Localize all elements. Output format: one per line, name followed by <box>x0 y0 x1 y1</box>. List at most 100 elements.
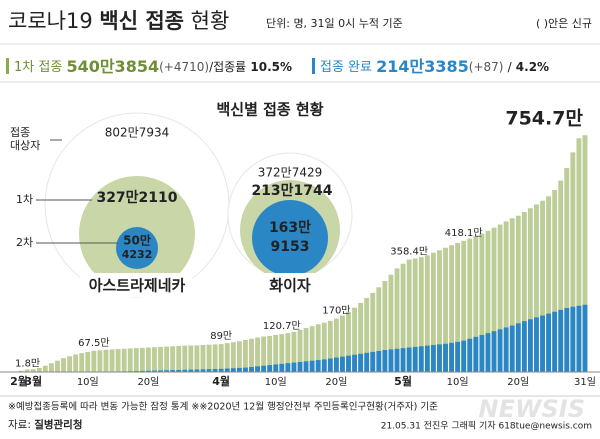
value-label: 170만 <box>322 305 350 317</box>
marker <box>6 58 9 74</box>
bar <box>249 338 254 372</box>
x-tick-label: 20일 <box>507 376 529 388</box>
bar <box>243 367 248 372</box>
bar <box>200 369 206 372</box>
bar <box>303 361 309 372</box>
bar <box>133 348 139 372</box>
bar <box>267 365 273 372</box>
stat-rate: 4.2% <box>516 60 549 74</box>
bar <box>309 360 315 372</box>
bar <box>340 356 345 372</box>
bar <box>315 360 321 372</box>
bar <box>67 356 73 372</box>
stat-rate-label: / <box>508 60 513 74</box>
first-value: 213만1744 <box>251 183 332 199</box>
bar <box>24 369 30 372</box>
bar <box>376 350 382 372</box>
bar <box>212 369 218 372</box>
bar <box>443 247 448 372</box>
bar <box>497 224 503 372</box>
x-tick-label: 20일 <box>137 376 159 388</box>
bar <box>139 347 145 372</box>
bar <box>267 335 273 372</box>
bar <box>527 319 533 372</box>
bar <box>358 353 364 372</box>
bar <box>376 287 382 372</box>
bar <box>582 135 588 372</box>
bar <box>18 370 24 372</box>
bar <box>570 306 576 372</box>
bar <box>333 318 339 372</box>
bar <box>449 245 455 372</box>
bar <box>467 238 473 372</box>
bar <box>85 351 91 372</box>
bar <box>170 346 176 372</box>
bar <box>188 345 194 372</box>
bar <box>212 344 218 372</box>
bar <box>364 297 370 372</box>
bar <box>461 340 467 372</box>
bar <box>309 326 315 372</box>
row-label: 대상자 <box>10 139 40 152</box>
bar <box>230 342 236 372</box>
bar <box>340 315 345 372</box>
bar <box>224 343 230 372</box>
x-tick-label: 3월 <box>24 374 42 388</box>
bar <box>48 363 54 372</box>
second-circle <box>116 227 158 269</box>
bar <box>437 344 442 372</box>
bar <box>479 334 485 372</box>
title-part: 백신 접종 <box>99 9 184 33</box>
bar <box>576 305 582 372</box>
stat-value: 540만3854 <box>66 57 159 76</box>
value-label: 1.8만 <box>15 357 40 369</box>
stat-new: (+87) <box>469 60 504 74</box>
bar <box>200 345 206 372</box>
bar <box>158 346 163 372</box>
value-label: 89만 <box>210 330 232 342</box>
bar <box>406 259 412 372</box>
bar <box>145 347 151 372</box>
second-value: 4232 <box>122 248 153 261</box>
bar <box>261 336 267 372</box>
bar <box>321 359 327 372</box>
bar <box>552 190 558 372</box>
bar <box>473 336 479 372</box>
bar <box>291 362 297 372</box>
bar <box>194 369 200 372</box>
bar <box>412 258 418 372</box>
bar <box>139 370 145 372</box>
source-label: 자료: <box>8 419 31 431</box>
bar <box>430 345 436 372</box>
title-part: 현황 <box>191 9 230 33</box>
bar <box>206 369 212 372</box>
value-label: 418.1만 <box>445 227 483 239</box>
stat-label: 접종 완료 <box>320 60 372 75</box>
bar <box>297 361 303 372</box>
stat-value: 214만3385 <box>376 57 469 76</box>
bar <box>461 240 467 372</box>
row-label: 2차 <box>16 236 33 249</box>
bar <box>364 352 370 372</box>
bar <box>303 328 309 372</box>
title: 코로나19 백신 접종 현황 <box>8 9 229 33</box>
bar <box>236 341 242 372</box>
x-tick-label: 2월 <box>10 374 28 388</box>
bar <box>164 346 170 372</box>
subtitle: 단위: 명, 31일 0시 누적 기준 <box>266 16 403 30</box>
bar <box>418 257 424 372</box>
bar <box>218 344 224 372</box>
bar <box>182 369 188 372</box>
vaccine-name: 아스트라제네카 <box>89 277 186 295</box>
value-label: 754.7만 <box>505 108 583 130</box>
bar <box>503 327 509 372</box>
chart-area: 1.8만 67.5만 89만 120.7만 170만 358.4만 418.1만 754.7만… <box>0 108 600 388</box>
bar <box>164 370 170 372</box>
first-value: 327만2110 <box>96 190 177 206</box>
bar <box>424 255 430 372</box>
bar <box>194 345 200 372</box>
vaccine-name: 화이자 <box>269 277 311 295</box>
bar <box>406 347 412 372</box>
bar <box>333 357 339 372</box>
bar <box>249 366 254 372</box>
